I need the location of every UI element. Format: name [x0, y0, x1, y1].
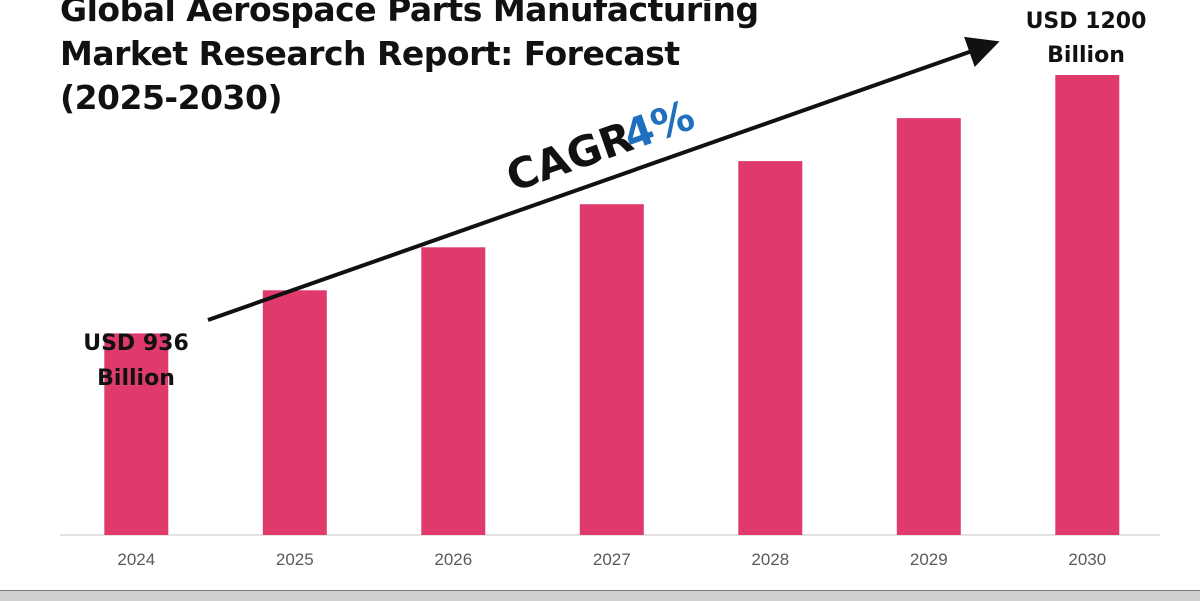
bar-2026 [421, 247, 486, 536]
start-value-callout-line-2: Billion [97, 366, 175, 391]
end-value-callout-line-1: USD 1200 [1026, 9, 1147, 34]
x-tick-label-2030: 2030 [1068, 550, 1106, 569]
x-tick-label-2026: 2026 [434, 550, 472, 569]
cagr-trend-arrow [207, 36, 1000, 322]
title-line-2: Market Research Report: Forecast [60, 34, 680, 73]
title-line-1: Global Aerospace Parts Manufacturing [60, 0, 759, 29]
x-tick-label-2029: 2029 [910, 550, 948, 569]
bar-2024 [104, 333, 169, 535]
bottom-divider [0, 590, 1200, 601]
x-tick-label-2028: 2028 [751, 550, 789, 569]
end-value-callout-line-2: Billion [1047, 43, 1125, 68]
x-tick-label-2027: 2027 [593, 550, 631, 569]
x-tick-label-2024: 2024 [117, 550, 155, 569]
cagr-annotation: CAGR 4% [500, 90, 700, 201]
bar-2028 [738, 161, 803, 535]
cagr-label: CAGR [500, 112, 639, 201]
chart-title: Global Aerospace Parts Manufacturing Mar… [60, 0, 759, 120]
bar-2027 [579, 204, 644, 535]
title-line-3: (2025-2030) [60, 78, 283, 117]
bar-2030 [1055, 75, 1120, 535]
bar-2029 [896, 118, 961, 535]
x-tick-label-2025: 2025 [276, 550, 314, 569]
bar-2025 [262, 290, 327, 535]
start-value-callout-line-1: USD 936 [83, 331, 189, 356]
